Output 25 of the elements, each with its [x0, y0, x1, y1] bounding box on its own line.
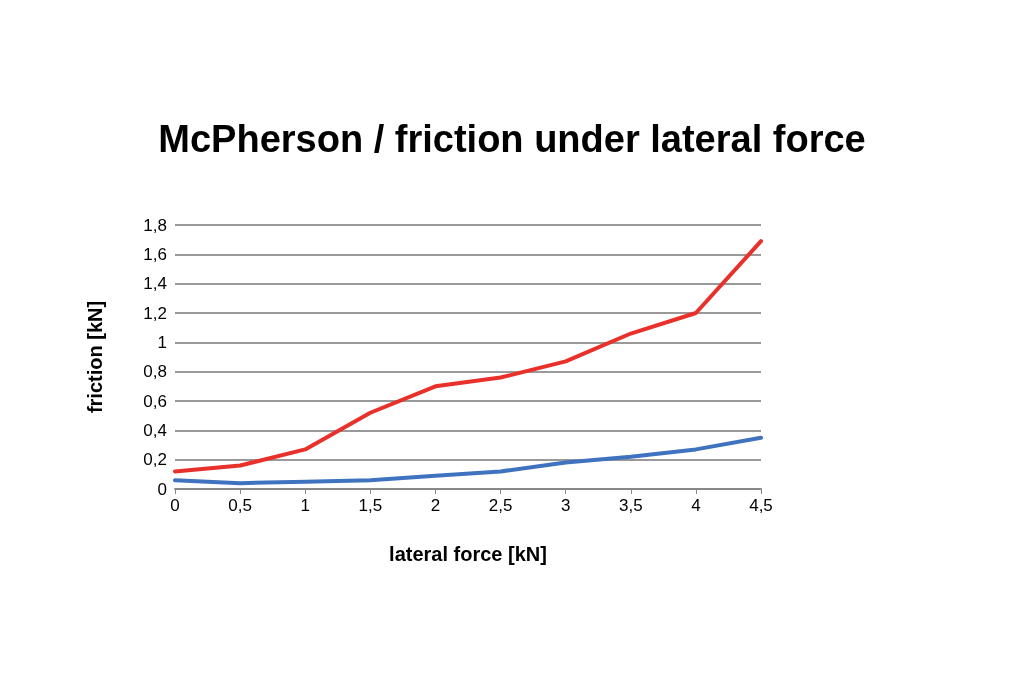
y-tick-label: 0 — [157, 479, 167, 499]
x-tick-label: 0 — [170, 496, 180, 515]
y-tick-label: 1,6 — [143, 244, 167, 264]
y-tick-label: 1,4 — [143, 274, 167, 294]
x-tick-label: 3,5 — [618, 496, 643, 515]
x-tick-label: 4 — [691, 496, 701, 515]
y-tick-label: 1 — [157, 332, 167, 352]
y-tick-label: 0,6 — [143, 391, 167, 411]
y-tick-label: 1,2 — [143, 303, 167, 323]
line-series — [173, 435, 763, 486]
x-tick-label: 4,5 — [749, 496, 773, 515]
y-tick-label: 0,4 — [143, 420, 167, 440]
x-tick-label: 2,5 — [488, 496, 513, 515]
chart-title: McPherson / friction under lateral force — [158, 118, 866, 160]
x-axis-title: lateral force [kN] — [389, 543, 547, 565]
y-tick-label: 0,8 — [143, 362, 167, 382]
x-tick-label: 1,5 — [358, 496, 383, 515]
x-tick-label: 2 — [430, 496, 441, 515]
x-tick-label: 0,5 — [228, 496, 252, 515]
x-tick-label: 3 — [560, 496, 571, 515]
line-series — [173, 239, 763, 474]
x-tick-label: 1 — [300, 496, 310, 515]
y-tick-label: 1,8 — [143, 215, 167, 235]
y-axis-title: friction [kN] — [84, 300, 106, 414]
y-tick-label: 0,2 — [143, 450, 167, 470]
